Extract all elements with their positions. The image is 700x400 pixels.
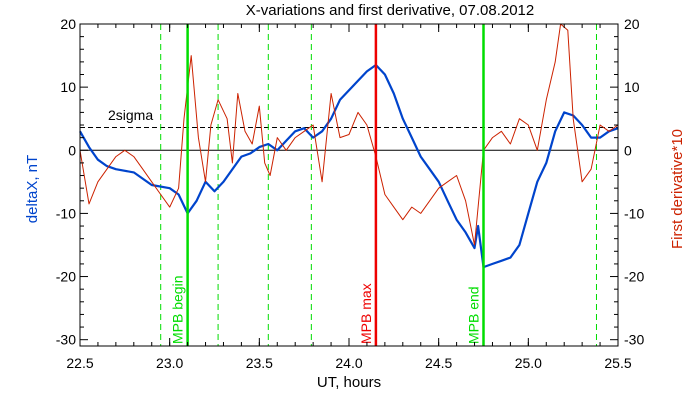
x-tick-label-3: 24.0 xyxy=(335,355,362,371)
x-tick-label-5: 25.0 xyxy=(515,355,542,371)
x-tick-label-2: 23.5 xyxy=(246,355,273,371)
y-tick-label-right-2: -10 xyxy=(624,205,644,221)
x-tick-label-1: 23.0 xyxy=(156,355,183,371)
x-tick-label-6: 25.5 xyxy=(604,355,631,371)
x-tick-label-4: 24.5 xyxy=(425,355,452,371)
y-tick-label-right-5: 20 xyxy=(624,16,640,32)
y-tick-label-right-4: 10 xyxy=(624,79,640,95)
chart-title: X-variations and first derivative, 07.08… xyxy=(246,2,535,19)
marker-label-2: MPB end xyxy=(466,286,482,344)
axes: 22.5 23.0 23.5 24.0 24.5 25.0 25.5 -30 -30 -20 -20… xyxy=(56,16,645,371)
x-tick-label-0: 22.5 xyxy=(66,355,93,371)
series-line-derivative xyxy=(79,23,619,246)
y-tick-label-right-3: 0 xyxy=(624,142,632,158)
y-tick-label-left-4: 10 xyxy=(60,79,76,95)
y-tick-label-left-0: -30 xyxy=(56,332,76,348)
y-axis-title-left: deltaX, nT xyxy=(24,155,41,223)
plot-area: MPB begin MPB max MPB end xyxy=(79,23,619,346)
y-tick-label-left-2: -10 xyxy=(56,205,76,221)
y-tick-label-right-1: -20 xyxy=(624,269,644,285)
marker-label-0: MPB begin xyxy=(170,276,186,344)
sigma-label: 2sigma xyxy=(108,107,153,123)
y-tick-label-left-1: -20 xyxy=(56,269,76,285)
y-tick-label-left-3: 0 xyxy=(68,142,76,158)
x-axis-title: UT, hours xyxy=(317,374,381,391)
y-axis-title-right: First derivative*10 xyxy=(669,129,686,249)
y-tick-label-left-5: 20 xyxy=(60,16,76,32)
marker-label-1: MPB max xyxy=(358,283,374,344)
y-tick-label-right-0: -30 xyxy=(624,332,644,348)
series-line-deltax xyxy=(79,63,619,269)
